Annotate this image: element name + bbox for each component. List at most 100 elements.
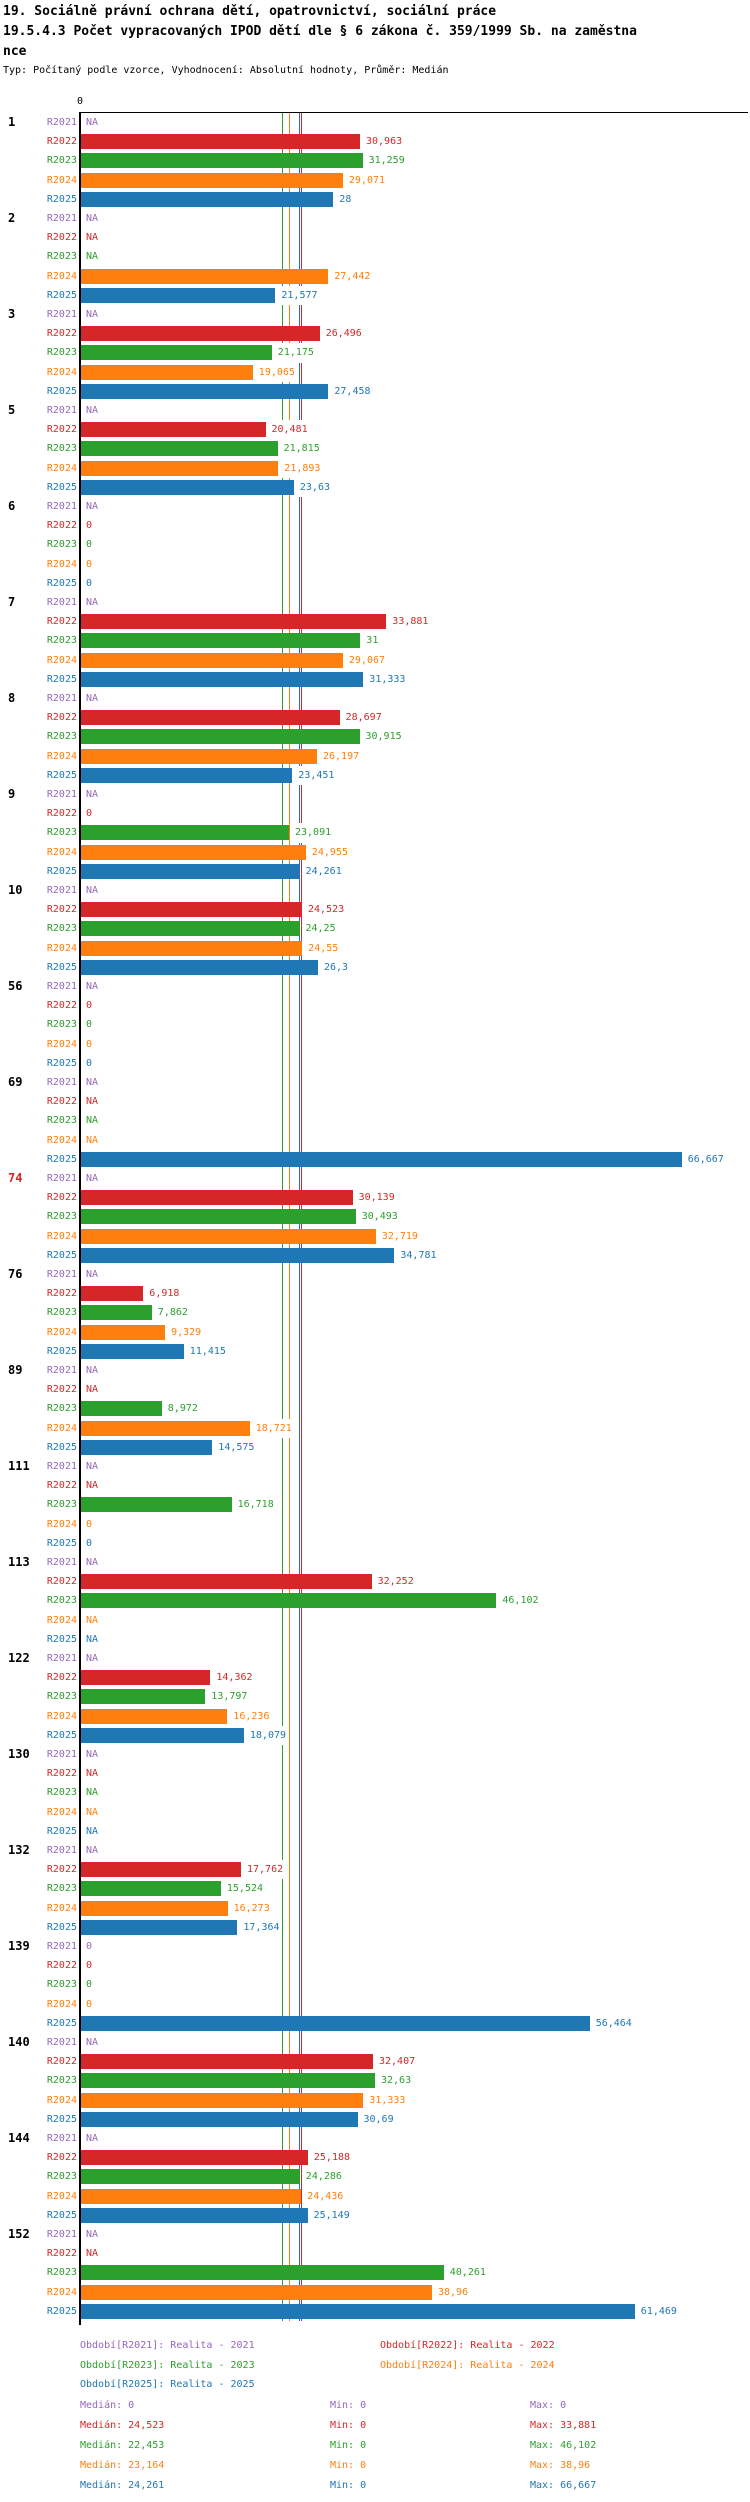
row-series-label: R2022 [46,1576,77,1588]
bar-row: R2023 16,718 [0,1495,750,1515]
bar-row: R2022 0 [0,516,750,536]
bar-r2024 [81,268,329,284]
bar-value-label: 17,364 [241,1917,282,1937]
bar-row: R2022 0 [0,1956,750,1976]
group-label: 144 [8,2131,30,2145]
row-series-label: R2025 [46,2113,77,2125]
bar-row: R2025 0 [0,1533,750,1553]
row-series-label: R2024 [46,942,77,954]
bar-r2022 [81,614,387,630]
bar-value-label: 23,63 [297,477,332,497]
bar-row: R2022 32,407 [0,2052,750,2072]
row-series-label: R2023 [46,2171,77,2183]
bar-row: R2024 24,55 [0,938,750,958]
row-series-label: R2023 [46,251,77,263]
bar-group-6: 6 R2021 NA R2022 0 R2023 0 R2024 0 R2025 0 [0,497,750,593]
row-series-label: R2021 [46,789,77,800]
row-series-label: R2025 [46,865,77,877]
bar-row: R2021 NA [0,305,750,325]
bar-value-label: 0 [84,1034,95,1054]
bar-row: R2021 NA [0,1841,750,1861]
bar-row: R2021 NA [0,1169,750,1189]
bar-row: R2022 NA [0,228,750,248]
bar-r2025 [81,2303,635,2319]
bar-value-label: 17,762 [245,1860,286,1880]
row-series-label: R2024 [46,1230,77,1242]
bar-row: R2025 14,575 [0,1437,750,1457]
bar-value-label: 18,079 [247,1725,289,1745]
bar-value-label: 8,972 [165,1399,200,1419]
bar-row: R2025 25,149 [0,2205,750,2225]
row-series-label: R2023 [46,347,77,359]
bar-value-label: 29,067 [346,650,388,670]
bar-row: R2023 0 [0,1015,750,1035]
row-series-label: R2022 [46,424,77,436]
bar-value-label: NA [84,1457,101,1477]
bar-row: R2024 32,719 [0,1226,750,1246]
bar-r2025 [81,2207,308,2223]
bar-value-label: 24,261 [303,861,344,881]
bar-r2023 [81,345,272,361]
group-label: 8 [8,691,16,705]
bar-value-label: 32,407 [377,2052,418,2072]
row-series-label: R2023 [46,1787,77,1799]
row-series-label: R2021 [46,1269,77,1280]
bar-value-label: 34,781 [398,1245,439,1265]
row-series-label: R2023 [46,635,77,647]
bar-row: R2022 NA [0,2244,750,2264]
bar-r2023 [81,2073,375,2089]
bar-row: R2022 32,252 [0,1572,750,1592]
bar-value-label: 0 [84,1015,95,1035]
bar-r2024 [81,844,306,860]
bar-r2023 [81,1305,152,1321]
legend-item-r2022: Období[R2022]: Realita - 2022 [380,2340,555,2351]
bar-r2023 [81,2169,300,2185]
bar-r2022 [81,1862,241,1878]
bar-value-label: NA [84,1821,101,1841]
group-label: 89 [8,1363,23,1377]
bar-row: R2021 NA [0,1745,750,1765]
bar-r2025 [81,1343,184,1359]
bar-r2023 [81,153,363,169]
bar-r2023 [81,1881,221,1897]
row-series-label: R2021 [46,1941,77,1952]
row-series-label: R2022 [46,2056,77,2068]
bar-r2023 [81,921,300,937]
bar-value-label: 7,862 [155,1303,190,1323]
bar-r2023 [81,1209,356,1225]
row-series-label: R2023 [46,1115,77,1127]
bar-group-144: 144 R2021 NA R2022 25,188 R2023 24,286 R2024 24,… [0,2129,750,2225]
group-label: 69 [8,1075,23,1089]
bar-value-label: 28,697 [343,708,384,728]
page-subtitle-wrap: nce [3,44,27,59]
row-series-label: R2025 [46,769,77,781]
row-series-label: R2024 [46,750,77,762]
bar-r2025 [81,2111,358,2127]
bar-value-label: NA [84,2033,101,2053]
bar-value-label: NA [84,2129,101,2149]
bar-group-74: 74 R2021 NA R2022 30,139 R2023 30,493 R2024 32,7… [0,1169,750,1265]
row-series-label: R2024 [46,654,77,666]
bar-group-5: 5 R2021 NA R2022 20,481 R2023 21,815 R2024 21,89… [0,401,750,497]
bar-r2022 [81,710,340,726]
row-series-label: R2021 [46,1749,77,1760]
bar-r2025 [81,863,300,879]
bar-row: R2023 32,63 [0,2071,750,2091]
bar-row: R2023 NA [0,1111,750,1131]
row-series-label: R2025 [46,385,77,397]
bar-r2022 [81,134,360,150]
bar-row: R2025 11,415 [0,1341,750,1361]
bar-r2023 [81,1497,232,1513]
bar-row: R2025 NA [0,1821,750,1841]
bar-r2025 [81,671,364,687]
bar-value-label: 19,065 [256,362,297,382]
row-series-label: R2022 [46,1480,77,1492]
bar-row: R2022 30,139 [0,1188,750,1208]
bar-group-9: 9 R2021 NA R2022 0 R2023 23,091 R2024 24,955 R202… [0,785,750,881]
row-series-label: R2025 [46,961,77,973]
row-series-label: R2022 [46,1672,77,1684]
y-axis-line [79,112,81,2325]
bar-value-label: NA [84,1764,101,1784]
row-series-label: R2024 [46,174,77,186]
row-series-label: R2022 [46,712,77,724]
